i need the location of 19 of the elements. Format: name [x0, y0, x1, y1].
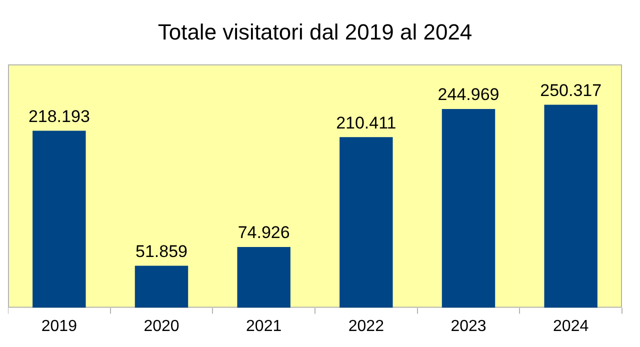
- chart-title: Totale visitatori dal 2019 al 2024: [158, 19, 472, 44]
- data-label: 74.926: [238, 223, 290, 242]
- bar: [134, 266, 188, 308]
- x-tick-label: 2019: [41, 318, 78, 335]
- data-label: 210.411: [336, 113, 396, 132]
- data-label: 218.193: [28, 106, 90, 126]
- x-tick-label: 2021: [246, 318, 282, 335]
- bar: [237, 247, 290, 308]
- data-label: 244.969: [438, 85, 500, 104]
- data-label: 250.317: [540, 80, 602, 100]
- x-tick-label: 2023: [450, 318, 486, 335]
- data-label: 51.859: [136, 242, 188, 261]
- x-tick-label: 2024: [553, 318, 589, 335]
- bar: [442, 109, 496, 308]
- bar: [340, 137, 393, 308]
- bar: [544, 104, 598, 308]
- x-tick-label: 2022: [348, 318, 384, 335]
- x-tick-label: 2020: [144, 318, 180, 335]
- bar: [32, 130, 86, 308]
